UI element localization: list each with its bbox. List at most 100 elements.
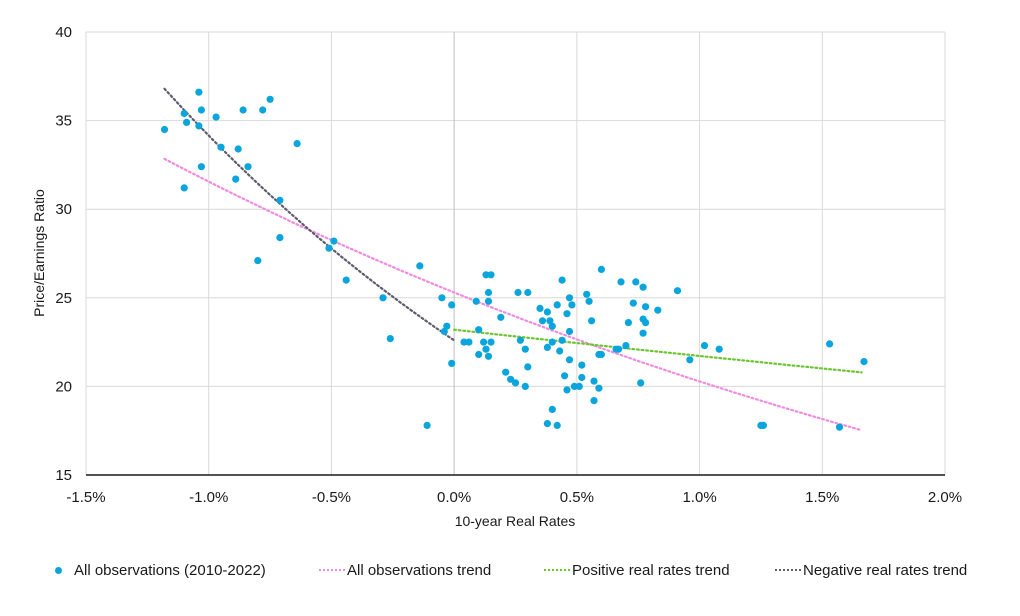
dotted-line-icon <box>775 569 801 571</box>
data-point <box>617 278 625 286</box>
data-point <box>423 421 431 429</box>
data-point <box>487 338 495 346</box>
data-point <box>536 304 544 312</box>
data-point <box>521 345 529 353</box>
data-point <box>465 338 473 346</box>
data-point <box>276 234 284 242</box>
dot-marker-icon <box>55 566 62 574</box>
data-point <box>386 335 394 343</box>
data-point <box>484 352 493 360</box>
data-point <box>759 421 768 429</box>
data-point <box>254 257 262 265</box>
data-point <box>516 336 525 344</box>
data-point <box>561 372 569 380</box>
data-point <box>524 363 532 371</box>
data-point <box>585 297 593 305</box>
data-point <box>514 288 522 297</box>
data-point <box>160 125 169 134</box>
all-observations-trend-line <box>163 157 863 432</box>
y-tick-label: 15 <box>55 467 72 484</box>
data-point <box>180 184 188 192</box>
x-tick-label: 0.0% <box>437 489 471 506</box>
data-point <box>180 109 188 118</box>
data-point <box>543 308 552 316</box>
data-point <box>565 294 574 302</box>
data-point <box>642 303 650 311</box>
x-tick-labels: -1.5% -1.0% -0.5% 0.0% 0.5% 1.0% 1.5% 2.0% <box>66 489 962 506</box>
data-point <box>548 322 556 330</box>
data-point <box>543 343 552 351</box>
data-point <box>197 163 205 171</box>
data-point <box>558 336 566 344</box>
data-point <box>673 287 682 295</box>
data-point <box>558 276 566 284</box>
data-point <box>511 379 520 387</box>
data-point <box>565 327 574 336</box>
data-point <box>502 368 510 376</box>
data-point <box>629 299 637 307</box>
data-point <box>183 118 191 126</box>
data-point <box>553 421 561 429</box>
data-point <box>563 386 571 394</box>
data-point <box>484 297 493 305</box>
data-point <box>266 95 274 103</box>
negative-real-rates-trend-line <box>163 87 456 342</box>
data-point <box>578 361 586 369</box>
x-tick-label: 2.0% <box>928 489 962 506</box>
data-point <box>448 359 456 367</box>
data-point <box>342 276 350 284</box>
data-point <box>639 329 647 337</box>
data-point <box>416 262 424 270</box>
data-point <box>480 338 488 346</box>
data-point <box>590 377 598 385</box>
data-point <box>826 340 834 348</box>
data-point <box>588 317 596 325</box>
y-tick-label: 20 <box>55 378 72 395</box>
data-point <box>548 338 556 346</box>
data-point <box>212 113 220 121</box>
data-point <box>195 122 203 130</box>
data-point <box>575 382 583 390</box>
legend-item-all-trend: All observations trend <box>319 558 491 582</box>
data-point <box>379 294 387 302</box>
y-tick-labels: 15 20 25 30 35 40 <box>55 24 72 484</box>
data-point <box>546 317 554 325</box>
data-point <box>487 271 495 279</box>
data-point <box>472 297 480 305</box>
data-point <box>715 345 723 353</box>
data-point <box>632 278 640 286</box>
y-tick-label: 25 <box>55 290 72 307</box>
dotted-line-icon <box>319 569 345 571</box>
legend-label: Negative real rates trend <box>803 561 968 579</box>
data-point <box>538 317 547 325</box>
data-point <box>524 288 532 297</box>
x-tick-label: -1.0% <box>189 489 228 506</box>
data-point <box>443 322 451 330</box>
data-point <box>438 294 446 302</box>
data-point <box>497 313 505 321</box>
data-point <box>642 319 650 327</box>
data-point <box>330 237 338 245</box>
data-point <box>578 373 586 382</box>
legend-item-positive-trend: Positive real rates trend <box>544 558 730 582</box>
data-point <box>700 342 709 350</box>
dotted-line-icon <box>544 569 570 571</box>
data-point <box>686 356 694 364</box>
positive-real-rates-trend-line <box>453 328 863 374</box>
data-point <box>556 347 564 355</box>
data-point <box>232 175 240 183</box>
data-point <box>563 310 571 318</box>
x-axis-title: 10-year Real Rates <box>455 513 576 529</box>
legend-label: Positive real rates trend <box>572 561 730 579</box>
data-point <box>475 350 483 359</box>
data-point <box>615 345 623 353</box>
data-point <box>568 301 576 309</box>
data-point <box>548 405 556 413</box>
legend-item-negative-trend: Negative real rates trend <box>775 558 967 582</box>
legend: All observations (2010-2022) All observa… <box>0 558 1020 582</box>
data-point <box>259 106 267 114</box>
data-point <box>835 423 844 431</box>
x-tick-label: 1.0% <box>682 489 716 506</box>
legend-label: All observations trend <box>347 561 492 579</box>
